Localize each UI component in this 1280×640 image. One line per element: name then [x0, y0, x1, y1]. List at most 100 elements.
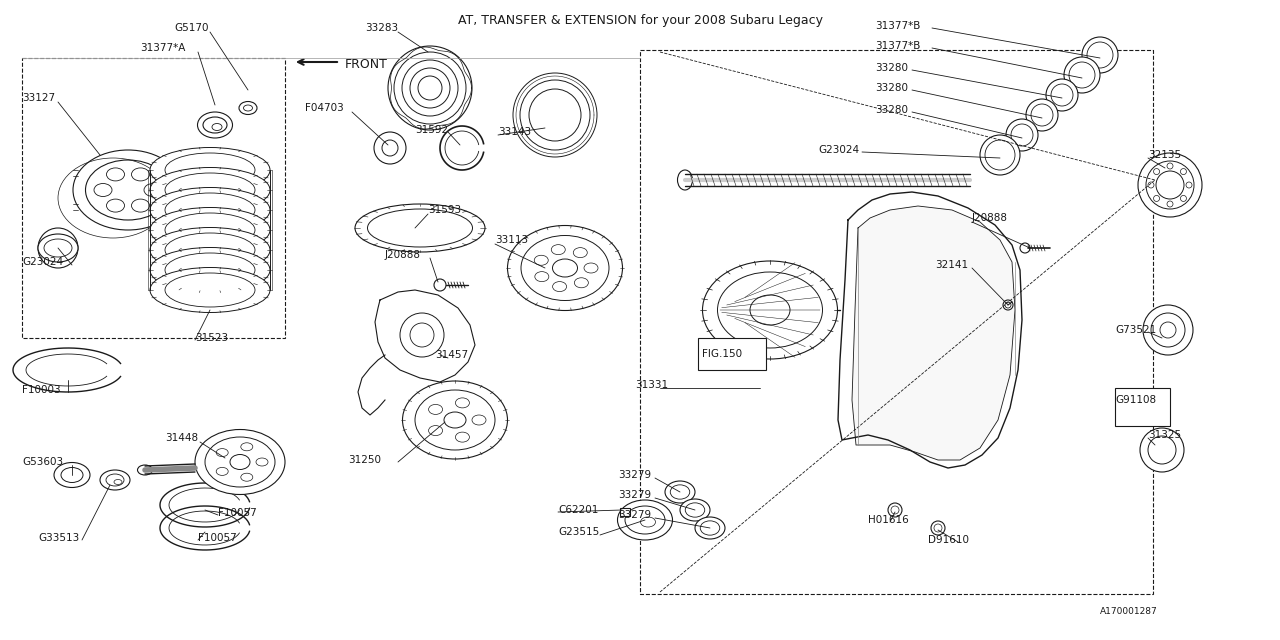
Ellipse shape [507, 225, 622, 310]
Circle shape [434, 279, 445, 291]
Ellipse shape [165, 253, 255, 287]
Ellipse shape [165, 193, 255, 227]
Polygon shape [358, 355, 385, 415]
Text: 31593: 31593 [428, 205, 461, 215]
Polygon shape [375, 290, 475, 382]
Ellipse shape [685, 503, 705, 517]
Text: J20888: J20888 [972, 213, 1009, 223]
Ellipse shape [150, 268, 270, 312]
Text: 31457: 31457 [435, 350, 468, 360]
Text: AT, TRANSFER & EXTENSION for your 2008 Subaru Legacy: AT, TRANSFER & EXTENSION for your 2008 S… [457, 14, 823, 27]
Text: 31377*A: 31377*A [140, 43, 186, 53]
Ellipse shape [165, 153, 255, 187]
Circle shape [1011, 124, 1033, 146]
Ellipse shape [106, 199, 124, 212]
Text: G23024: G23024 [22, 257, 63, 267]
Polygon shape [838, 192, 1021, 468]
Text: 33280: 33280 [876, 83, 908, 93]
Ellipse shape [444, 412, 466, 428]
Ellipse shape [165, 173, 255, 207]
Ellipse shape [456, 398, 470, 408]
Ellipse shape [617, 500, 672, 540]
Ellipse shape [143, 184, 163, 196]
Ellipse shape [150, 188, 270, 232]
Text: FIG.150: FIG.150 [701, 349, 742, 359]
Text: F10057: F10057 [218, 508, 257, 518]
Circle shape [1027, 99, 1059, 131]
Circle shape [1148, 436, 1176, 464]
Bar [640, 50, 1153, 594]
Ellipse shape [106, 474, 124, 486]
Circle shape [529, 89, 581, 141]
Text: G73521: G73521 [1115, 325, 1156, 335]
Circle shape [1167, 201, 1172, 207]
Circle shape [520, 80, 590, 150]
Text: 33143: 33143 [498, 127, 531, 137]
Ellipse shape [165, 213, 255, 247]
Text: FRONT: FRONT [346, 58, 388, 71]
Ellipse shape [93, 184, 113, 196]
Text: 31325: 31325 [1148, 430, 1181, 440]
Circle shape [980, 135, 1020, 175]
Text: 32141: 32141 [934, 260, 968, 270]
Ellipse shape [534, 255, 548, 265]
Bar [1115, 388, 1170, 426]
Text: G33513: G33513 [38, 533, 79, 543]
Circle shape [888, 503, 902, 517]
Ellipse shape [553, 259, 577, 277]
Ellipse shape [256, 458, 268, 466]
Circle shape [1006, 119, 1038, 151]
Ellipse shape [132, 199, 150, 212]
Text: H01616: H01616 [868, 515, 909, 525]
Ellipse shape [640, 517, 655, 527]
Text: 33113: 33113 [495, 235, 529, 245]
Ellipse shape [521, 236, 609, 301]
Circle shape [410, 68, 451, 108]
Ellipse shape [114, 479, 122, 484]
Ellipse shape [106, 168, 124, 181]
Text: 33279: 33279 [618, 490, 652, 500]
Circle shape [419, 76, 442, 100]
Bar [698, 338, 765, 370]
Circle shape [399, 313, 444, 357]
Ellipse shape [239, 102, 257, 115]
Circle shape [1160, 322, 1176, 338]
Circle shape [402, 60, 458, 116]
Text: 31592: 31592 [415, 125, 448, 135]
Circle shape [1030, 104, 1053, 126]
Circle shape [934, 524, 942, 532]
Text: 31523: 31523 [195, 333, 228, 343]
Circle shape [1087, 42, 1114, 68]
Ellipse shape [415, 390, 495, 450]
Ellipse shape [429, 426, 443, 436]
Circle shape [1138, 153, 1202, 217]
Bar [620, 508, 630, 516]
Ellipse shape [216, 449, 228, 456]
Ellipse shape [552, 244, 566, 255]
Ellipse shape [150, 147, 270, 193]
Text: 32135: 32135 [1148, 150, 1181, 160]
Circle shape [38, 228, 78, 268]
Circle shape [1153, 168, 1160, 175]
Ellipse shape [573, 248, 588, 258]
Circle shape [1020, 243, 1030, 253]
Ellipse shape [137, 465, 152, 475]
Ellipse shape [100, 470, 131, 490]
Ellipse shape [241, 473, 252, 481]
Ellipse shape [750, 295, 790, 325]
Polygon shape [852, 206, 1015, 460]
Ellipse shape [575, 278, 589, 288]
Circle shape [1046, 79, 1078, 111]
Circle shape [1004, 300, 1012, 310]
Text: 31377*B: 31377*B [876, 21, 920, 31]
Circle shape [931, 521, 945, 535]
Circle shape [410, 323, 434, 347]
Ellipse shape [355, 204, 485, 252]
Ellipse shape [718, 272, 823, 348]
Ellipse shape [241, 443, 252, 451]
Ellipse shape [367, 209, 472, 247]
Ellipse shape [86, 160, 170, 220]
Text: F10057: F10057 [198, 533, 237, 543]
Ellipse shape [54, 463, 90, 488]
Ellipse shape [212, 124, 221, 131]
